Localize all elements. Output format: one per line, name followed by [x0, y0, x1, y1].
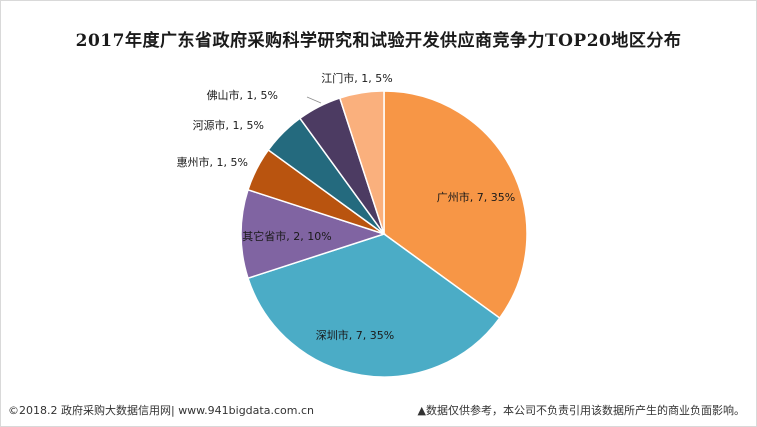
pie-labels: 广州市, 7, 35% 深圳市, 7, 35% 其它省市, 2, 10% 惠州市, 1… [177, 71, 516, 342]
slice-data-label: 广州市, 7, 35% [437, 190, 515, 204]
slice-data-label: 河源市, 1, 5% [193, 118, 264, 132]
label-leaders [306, 96, 322, 104]
chart-title: 2017年度广东省政府采购科学研究和试验开发供应商竞争力TOP20地区分布 [75, 31, 682, 51]
pie-slice [383, 90, 528, 320]
pie-slice [240, 188, 387, 280]
slice-data-label: 深圳市, 7, 35% [316, 328, 394, 342]
pie-slice [338, 90, 385, 235]
slice-data-label: 其它省市, 2, 10% [242, 229, 331, 243]
slice-data-label: 江门市, 1, 5% [321, 71, 392, 85]
source-note: ©2018.2 政府采购大数据信用网| www.941bigdata.com.c… [8, 404, 314, 417]
pie-slice [247, 233, 501, 378]
disclaimer-note: ▲数据仅供参考，本公司不负责引用该数据所产生的商业负面影响。 [417, 404, 745, 417]
pie-slices [240, 90, 528, 378]
leader-line [306, 96, 322, 104]
slice-data-label: 惠州市, 1, 5% [177, 155, 248, 169]
slice-data-label: 佛山市, 1, 5% [207, 88, 278, 102]
